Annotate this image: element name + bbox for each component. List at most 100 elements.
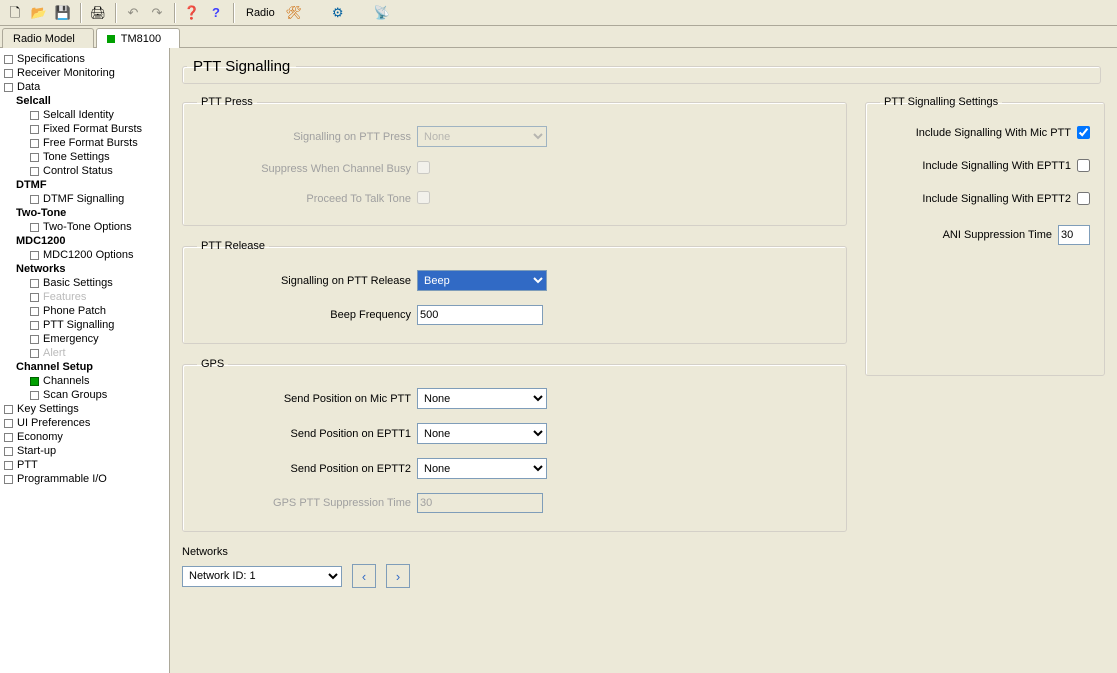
tab-model[interactable]: TM8100 <box>96 28 180 48</box>
tree-item[interactable]: Data <box>2 80 167 94</box>
tree-item[interactable]: Networks <box>2 262 167 276</box>
group-ptt-release: PTT Release Signalling on PTT Release Be… <box>182 240 847 344</box>
tree-node-icon <box>30 167 39 176</box>
group-ptt-settings: PTT Signalling Settings Include Signalli… <box>865 96 1105 376</box>
tree-item-label: Basic Settings <box>43 277 113 289</box>
tree-item[interactable]: Tone Settings <box>2 150 167 164</box>
tree-item[interactable]: UI Preferences <box>2 416 167 430</box>
tree-item[interactable]: DTMF <box>2 178 167 192</box>
tree-item[interactable]: Phone Patch <box>2 304 167 318</box>
tree-item[interactable]: Features <box>2 290 167 304</box>
tree-item[interactable]: Free Format Bursts <box>2 136 167 150</box>
label-gps-eptt2: Send Position on EPTT2 <box>197 463 417 475</box>
page-title-frame: PTT Signalling <box>182 58 1101 84</box>
select-signalling-release[interactable]: Beep <box>417 270 547 291</box>
label-suppress-busy: Suppress When Channel Busy <box>197 163 417 175</box>
radio-tool1-icon[interactable]: 🛠 <box>283 2 305 24</box>
select-gps-mic[interactable]: None <box>417 388 547 409</box>
tree-item[interactable]: Fixed Format Bursts <box>2 122 167 136</box>
tree-item[interactable]: Economy <box>2 430 167 444</box>
undo-icon: ↶ <box>122 2 144 24</box>
input-ani-suppression[interactable] <box>1058 225 1090 245</box>
tree-item[interactable]: Scan Groups <box>2 388 167 402</box>
tree-item[interactable]: Control Status <box>2 164 167 178</box>
tree-node-icon <box>4 405 13 414</box>
tree-node-icon <box>4 69 13 78</box>
select-signalling-press: None <box>417 126 547 147</box>
tree-item[interactable]: Alert <box>2 346 167 360</box>
content-panel: PTT Signalling PTT Press Signalling on P… <box>170 48 1117 673</box>
tree-item-label: UI Preferences <box>17 417 90 429</box>
tree-item[interactable]: Receiver Monitoring <box>2 66 167 80</box>
check-include-eptt2[interactable] <box>1077 192 1090 205</box>
label-signalling-press: Signalling on PTT Press <box>197 131 417 143</box>
check-include-eptt1[interactable] <box>1077 159 1090 172</box>
tree-node-icon <box>30 391 39 400</box>
tree-node-icon <box>4 461 13 470</box>
tree-item-label: Key Settings <box>17 403 79 415</box>
tree-item-label: DTMF Signalling <box>43 193 124 205</box>
tree-item[interactable]: Basic Settings <box>2 276 167 290</box>
tree-item[interactable]: Selcall <box>2 94 167 108</box>
tree-node-icon <box>30 307 39 316</box>
tree-item-label: PTT <box>17 459 38 471</box>
tree-item[interactable]: MDC1200 Options <box>2 248 167 262</box>
select-gps-eptt1[interactable]: None <box>417 423 547 444</box>
open-icon[interactable]: 📂 <box>28 2 50 24</box>
tree-item-label: Fixed Format Bursts <box>43 123 142 135</box>
tree-item[interactable]: DTMF Signalling <box>2 192 167 206</box>
tree-node-icon <box>4 447 13 456</box>
tree-item[interactable]: Programmable I/O <box>2 472 167 486</box>
tree-item[interactable]: Channels <box>2 374 167 388</box>
tree-node-icon <box>30 125 39 134</box>
print-icon[interactable]: 🖨 <box>87 2 109 24</box>
input-beep-frequency[interactable] <box>417 305 543 325</box>
next-network-button[interactable]: › <box>386 564 410 588</box>
tree-item-label: Economy <box>17 431 63 443</box>
tree-node-icon <box>30 139 39 148</box>
tree-item-label: Two-Tone Options <box>43 221 132 233</box>
select-gps-eptt2[interactable]: None <box>417 458 547 479</box>
context-help-icon[interactable]: ❓ <box>181 2 203 24</box>
new-icon[interactable]: 🗋 <box>4 2 26 24</box>
toolbar-separator <box>233 3 234 23</box>
tree-item-label: Tone Settings <box>43 151 110 163</box>
tree-item[interactable]: Channel Setup <box>2 360 167 374</box>
prev-network-button[interactable]: ‹ <box>352 564 376 588</box>
tree-item[interactable]: Two-Tone <box>2 206 167 220</box>
group-ptt-press: PTT Press Signalling on PTT Press None S… <box>182 96 847 226</box>
redo-icon: ↷ <box>146 2 168 24</box>
help-icon[interactable]: ? <box>205 2 227 24</box>
tree-item[interactable]: MDC1200 <box>2 234 167 248</box>
group-legend: GPS <box>197 358 228 370</box>
tree-item[interactable]: Specifications <box>2 52 167 66</box>
label-ani-suppression: ANI Suppression Time <box>943 229 1052 241</box>
tree-item[interactable]: Key Settings <box>2 402 167 416</box>
label-include-eptt2: Include Signalling With EPTT2 <box>922 193 1071 205</box>
label-gps-eptt1: Send Position on EPTT1 <box>197 428 417 440</box>
tree-item-label: DTMF <box>16 179 47 191</box>
check-include-mic[interactable] <box>1077 126 1090 139</box>
page-title: PTT Signalling <box>187 58 296 75</box>
tree-item[interactable]: Two-Tone Options <box>2 220 167 234</box>
tree-node-icon <box>4 55 13 64</box>
tree-item[interactable]: PTT <box>2 458 167 472</box>
radio-tool2-icon[interactable]: ⚙ <box>327 2 349 24</box>
group-legend: PTT Press <box>197 96 257 108</box>
select-network[interactable]: Network ID: 1 <box>182 566 342 587</box>
tree-node-icon <box>30 377 39 386</box>
tree-item-label: Control Status <box>43 165 113 177</box>
tree-item[interactable]: Emergency <box>2 332 167 346</box>
group-gps: GPS Send Position on Mic PTT None Send P… <box>182 358 847 532</box>
tree-item[interactable]: Selcall Identity <box>2 108 167 122</box>
tab-radio-model[interactable]: Radio Model <box>2 28 94 48</box>
tree-item[interactable]: PTT Signalling <box>2 318 167 332</box>
nav-tree: SpecificationsReceiver MonitoringDataSel… <box>0 48 170 673</box>
tree-item[interactable]: Start-up <box>2 444 167 458</box>
tree-node-icon <box>30 335 39 344</box>
radio-tool3-icon[interactable]: 📡 <box>371 2 393 24</box>
label-gps-mic: Send Position on Mic PTT <box>197 393 417 405</box>
tree-node-icon <box>30 321 39 330</box>
save-icon[interactable]: 💾 <box>52 2 74 24</box>
check-proceed-tone <box>417 191 430 204</box>
